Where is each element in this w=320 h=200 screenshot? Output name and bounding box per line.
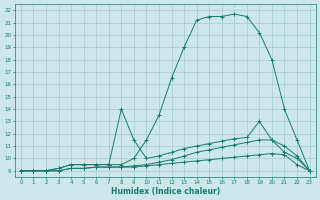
X-axis label: Humidex (Indice chaleur): Humidex (Indice chaleur) [111, 187, 220, 196]
